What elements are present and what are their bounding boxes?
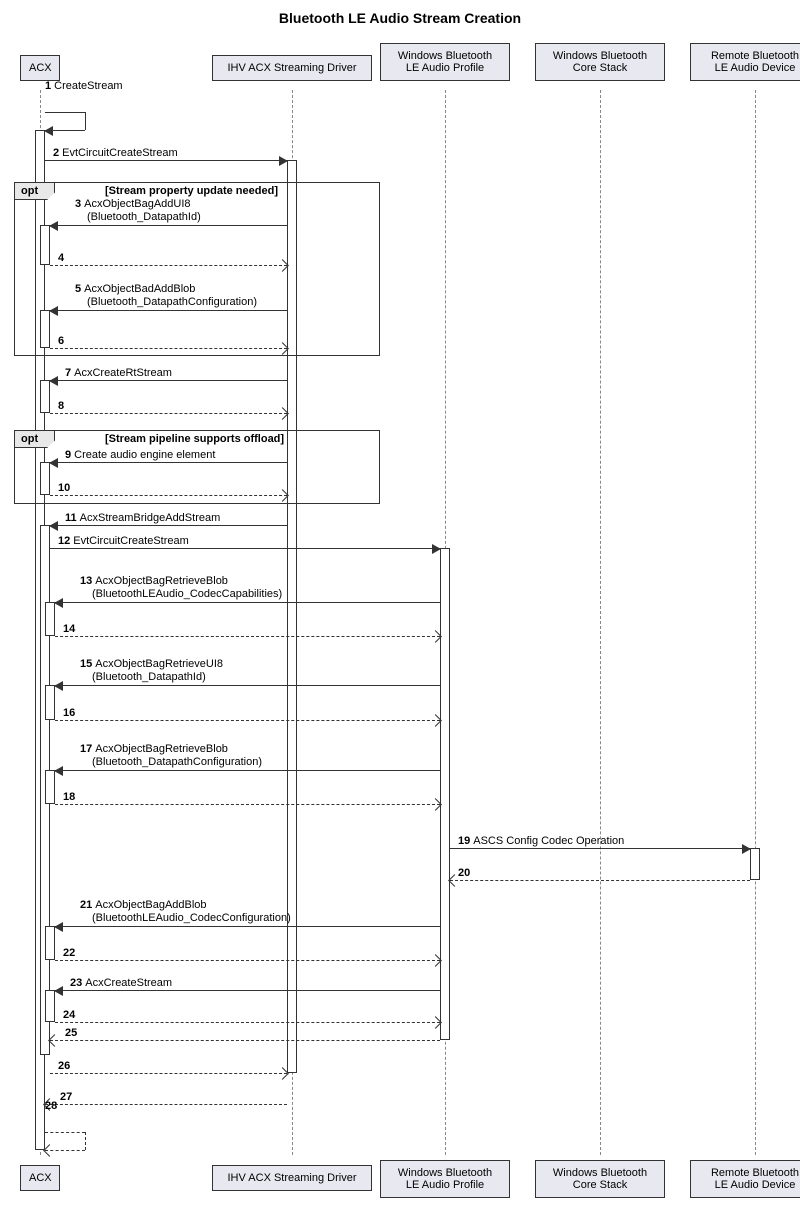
message-label-15: 15AcxObjectBagRetrieveUI8(Bluetooth_Data… [80,658,223,684]
participant-wbcs-top: Windows BluetoothCore Stack [535,43,665,81]
message-label-26: 26 [58,1060,73,1072]
message-27: 27 [45,1104,287,1105]
message-label-11: 11AcxStreamBridgeAddStream [65,512,220,524]
participant-acx-top: ACX [20,55,60,81]
message-label-7: 7AcxCreateRtStream [65,367,172,379]
message-label-9: 9Create audio engine element [65,449,215,461]
message-label-17: 17AcxObjectBagRetrieveBlob(Bluetooth_Dat… [80,743,262,769]
message-label-13: 13AcxObjectBagRetrieveBlob(BluetoothLEAu… [80,575,282,601]
message-22: 22 [55,960,440,961]
message-7: 7AcxCreateRtStream [50,380,287,381]
message-23: 23AcxCreateStream [55,990,440,991]
message-26: 26 [50,1073,287,1074]
message-label-23: 23AcxCreateStream [70,977,172,989]
message-10: 10 [50,495,287,496]
participant-ihv-bottom: IHV ACX Streaming Driver [212,1165,372,1191]
message-label-4: 4 [58,252,67,264]
message-4: 4 [50,265,287,266]
opt-condition: [Stream pipeline supports offload] [105,433,284,445]
message-17: 17AcxObjectBagRetrieveBlob(Bluetooth_Dat… [55,770,440,771]
message-5: 5AcxObjectBadAddBlob(Bluetooth_DatapathC… [50,310,287,311]
lifeline-rblad [755,90,756,1155]
message-16: 16 [55,720,440,721]
message-14: 14 [55,636,440,637]
message-11: 11AcxStreamBridgeAddStream [50,525,287,526]
opt-tag: opt [15,183,55,200]
message-label-25: 25 [65,1027,80,1039]
diagram-title: Bluetooth LE Audio Stream Creation [0,10,800,26]
message-12: 12EvtCircuitCreateStream [50,548,440,549]
activation-7 [440,548,450,1040]
participant-ihv-top: IHV ACX Streaming Driver [212,55,372,81]
lifeline-wbcs [600,90,601,1155]
message-label-3: 3AcxObjectBagAddUI8(Bluetooth_DatapathId… [75,198,201,224]
message-25: 25 [50,1040,440,1041]
message-label-14: 14 [63,623,78,635]
message-label-20: 20 [458,867,473,879]
participant-wblap-top: Windows BluetoothLE Audio Profile [380,43,510,81]
message-label-22: 22 [63,947,78,959]
message-label-27: 27 [60,1091,75,1103]
message-19: 19ASCS Config Codec Operation [450,848,750,849]
message-18: 18 [55,804,440,805]
message-24: 24 [55,1022,440,1023]
message-20: 20 [450,880,750,881]
opt-tag: opt [15,431,55,448]
participant-rblad-bottom: Remote BluetoothLE Audio Device [690,1160,800,1198]
message-label-12: 12EvtCircuitCreateStream [58,535,189,547]
message-3: 3AcxObjectBagAddUI8(Bluetooth_DatapathId… [50,225,287,226]
participant-rblad-top: Remote BluetoothLE Audio Device [690,43,800,81]
message-label-6: 6 [58,335,67,347]
message-label-24: 24 [63,1009,78,1021]
participant-wblap-bottom: Windows BluetoothLE Audio Profile [380,1160,510,1198]
message-21: 21AcxObjectBagAddBlob(BluetoothLEAudio_C… [55,926,440,927]
message-label-16: 16 [63,707,78,719]
message-13: 13AcxObjectBagRetrieveBlob(BluetoothLEAu… [55,602,440,603]
message-label-8: 8 [58,400,67,412]
message-8: 8 [50,413,287,414]
message-label-5: 5AcxObjectBadAddBlob(Bluetooth_DatapathC… [75,283,257,309]
message-label-2: 2EvtCircuitCreateStream [53,147,178,159]
message-2: 2EvtCircuitCreateStream [45,160,287,161]
opt-condition: [Stream property update needed] [105,185,278,197]
message-9: 9Create audio engine element [50,462,287,463]
sequence-diagram: Bluetooth LE Audio Stream Creation ACX IH… [0,0,800,1205]
message-label-18: 18 [63,791,78,803]
message-15: 15AcxObjectBagRetrieveUI8(Bluetooth_Data… [55,685,440,686]
message-label-21: 21AcxObjectBagAddBlob(BluetoothLEAudio_C… [80,899,291,925]
participant-wbcs-bottom: Windows BluetoothCore Stack [535,1160,665,1198]
message-label-19: 19ASCS Config Codec Operation [458,835,624,847]
participant-acx-bottom: ACX [20,1165,60,1191]
message-6: 6 [50,348,287,349]
message-label-10: 10 [58,482,73,494]
activation-11 [750,848,760,880]
